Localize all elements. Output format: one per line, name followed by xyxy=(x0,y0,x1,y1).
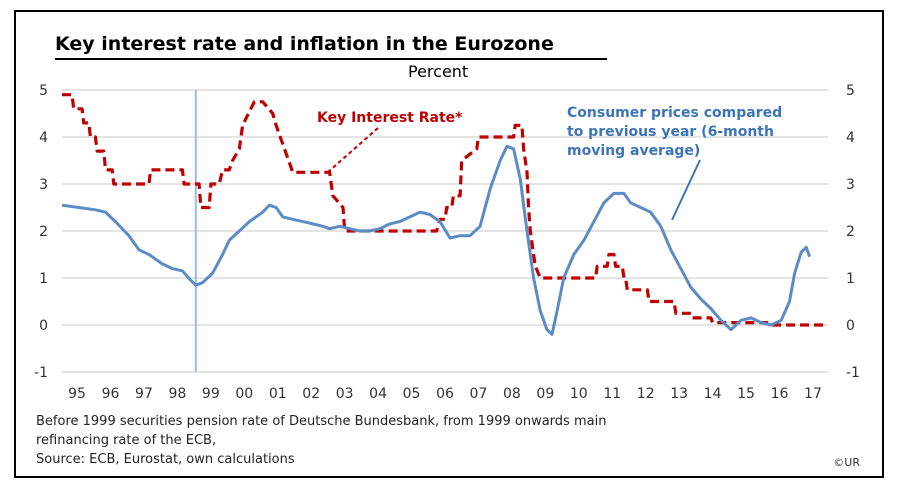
y-tick-right-1: 1 xyxy=(846,271,855,287)
y-tick-left-2: 2 xyxy=(39,224,48,240)
x-tick-12: 12 xyxy=(637,386,655,402)
y-axis-left: -1 0 1 2 3 4 5 xyxy=(34,83,48,381)
x-tick-95: 95 xyxy=(68,386,86,402)
x-tick-02: 02 xyxy=(302,386,320,402)
x-tick-08: 08 xyxy=(503,386,521,402)
x-tick-00: 00 xyxy=(235,386,253,402)
series-key-interest-rate xyxy=(62,93,828,327)
title-underline xyxy=(55,58,607,60)
y-tick-left-0: 0 xyxy=(39,318,48,334)
y-tick-left-1: 1 xyxy=(39,271,48,287)
x-tick-07: 07 xyxy=(470,386,488,402)
x-tick-09: 09 xyxy=(536,386,554,402)
x-tick-17: 17 xyxy=(804,386,822,402)
y-tick-right-3: 3 xyxy=(846,177,855,193)
x-tick-13: 13 xyxy=(670,386,688,402)
x-tick-14: 14 xyxy=(704,386,722,402)
annotation-consumer-prices-line-2: to previous year (6-month xyxy=(567,124,774,140)
x-tick-96: 96 xyxy=(102,386,120,402)
annotation-leader-blue xyxy=(671,159,701,221)
footnote-line-1: Before 1999 securities pension rate of D… xyxy=(36,414,607,429)
y-tick-right-4: 4 xyxy=(846,130,855,146)
y-tick-right-5: 5 xyxy=(846,83,855,99)
y-tick-right-2: 2 xyxy=(846,224,855,240)
x-tick-11: 11 xyxy=(603,386,621,402)
x-tick-16: 16 xyxy=(771,386,789,402)
chart-subtitle: Percent xyxy=(408,62,469,81)
footnote: Before 1999 securities pension rate of D… xyxy=(36,412,606,469)
y-tick-right--1: -1 xyxy=(846,365,860,381)
annotations: Key Interest Rate* Consumer prices compar… xyxy=(317,105,782,221)
y-axis-right: -1 0 1 2 3 4 5 xyxy=(846,83,860,381)
x-tick-10: 10 xyxy=(570,386,588,402)
series-consumer-prices xyxy=(61,144,812,336)
x-axis: 95 96 97 98 99 00 01 02 03 04 05 06 07 08 09 10 11 12 13 14… xyxy=(68,386,822,402)
series-lines xyxy=(61,93,828,336)
x-tick-03: 03 xyxy=(336,386,354,402)
y-tick-left-3: 3 xyxy=(39,177,48,193)
y-tick-right-0: 0 xyxy=(846,318,855,334)
y-tick-left--1: -1 xyxy=(34,365,48,381)
annotation-consumer-prices-line-1: Consumer prices compared xyxy=(567,105,782,121)
footnote-line-2: refinancing rate of the ECB, xyxy=(36,433,217,448)
footnote-source: Source: ECB, Eurostat, own calculations xyxy=(36,452,295,467)
x-tick-99: 99 xyxy=(202,386,220,402)
x-tick-05: 05 xyxy=(403,386,421,402)
x-tick-01: 01 xyxy=(269,386,287,402)
y-tick-left-4: 4 xyxy=(39,130,48,146)
x-tick-06: 06 xyxy=(436,386,454,402)
y-tick-left-5: 5 xyxy=(39,83,48,99)
annotation-key-interest-rate: Key Interest Rate* xyxy=(317,110,463,126)
x-tick-97: 97 xyxy=(135,386,153,402)
copyright-mark: ©UR xyxy=(833,456,860,469)
x-tick-04: 04 xyxy=(369,386,387,402)
annotation-leader-red xyxy=(327,127,379,173)
x-tick-98: 98 xyxy=(168,386,186,402)
chart-frame xyxy=(14,10,884,478)
x-tick-15: 15 xyxy=(737,386,755,402)
annotation-consumer-prices-line-3: moving average) xyxy=(567,143,700,159)
chart-title: Key interest rate and inflation in the E… xyxy=(55,33,554,55)
